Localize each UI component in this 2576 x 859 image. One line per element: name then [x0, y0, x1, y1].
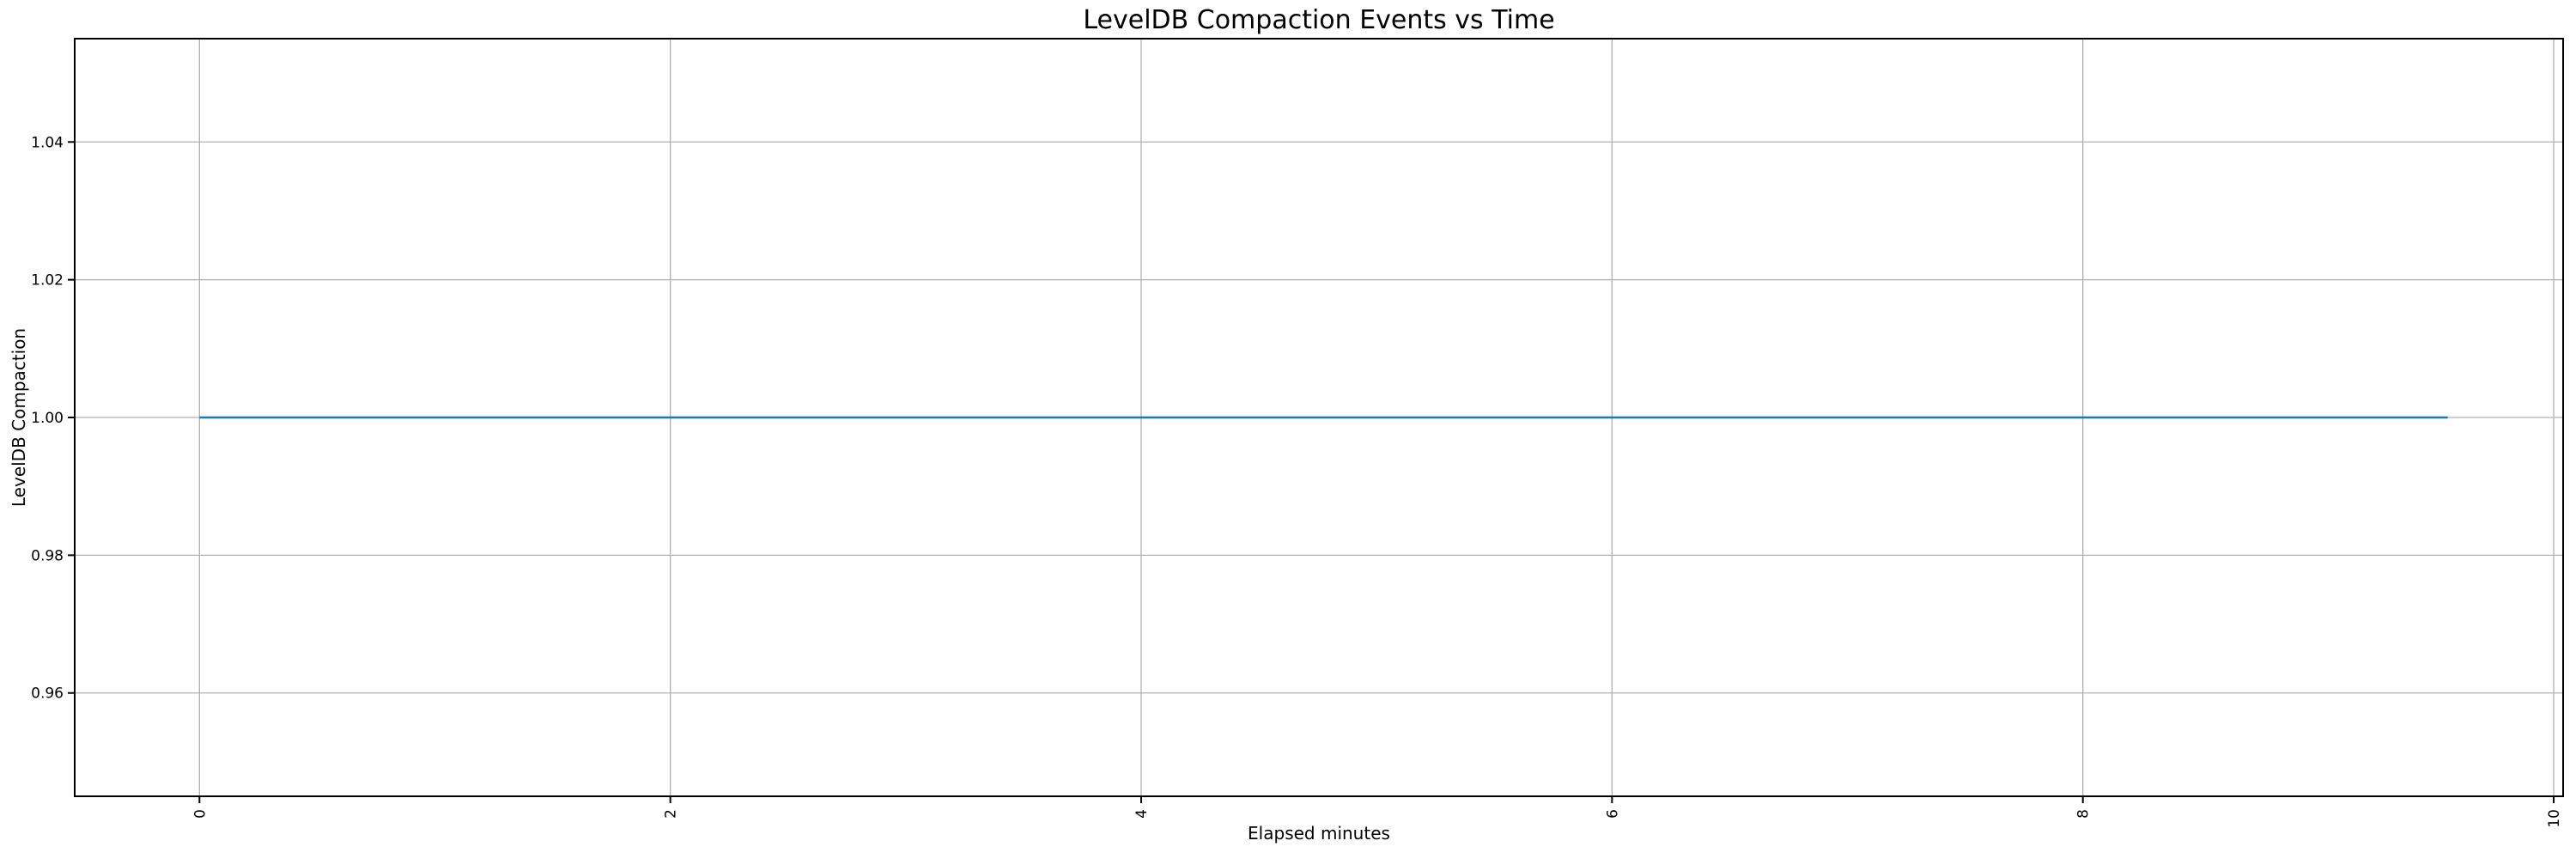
y-tick-label: 1.04 [31, 134, 64, 151]
chart-title: LevelDB Compaction Events vs Time [1083, 5, 1555, 35]
y-tick-label: 1.00 [31, 410, 64, 427]
x-axis-label: Elapsed minutes [1248, 823, 1390, 844]
x-tick-label: 0 [191, 809, 209, 819]
y-tick-label: 0.98 [31, 547, 64, 564]
x-tick-label: 2 [663, 809, 680, 819]
y-tick-label: 0.96 [31, 685, 64, 703]
x-tick-label: 10 [2546, 809, 2563, 828]
x-tick-label: 6 [1604, 809, 1621, 819]
x-tick-label: 8 [2075, 809, 2093, 819]
y-tick-label: 1.02 [31, 272, 64, 289]
x-tick-label: 4 [1133, 809, 1151, 819]
